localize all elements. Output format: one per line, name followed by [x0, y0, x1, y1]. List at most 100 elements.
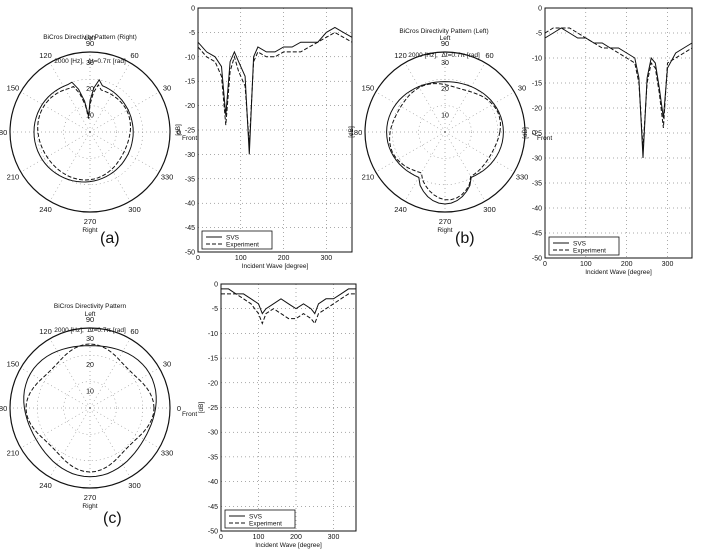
polar-spoke	[89, 91, 160, 133]
x-axis-label: Incident Wave [degree]	[255, 542, 322, 549]
panel-label-b: (b)	[455, 230, 475, 247]
y-tick-label: 0	[191, 6, 195, 13]
polar-radial-label: 30	[86, 60, 94, 67]
y-tick-label: -40	[532, 206, 542, 213]
y-tick-label: -15	[185, 79, 195, 86]
polar-spoke	[89, 407, 160, 449]
polar-angle-label: 300	[483, 205, 496, 214]
polar-series-svs	[23, 345, 157, 478]
series-line-svs	[221, 288, 356, 315]
x-tick-label: 0	[543, 261, 547, 268]
y-tick-label: -35	[532, 181, 542, 188]
x-axis-label: Incident Wave [degree]	[585, 269, 652, 276]
polar-radial-label: 20	[86, 362, 94, 369]
y-tick-label: 0	[214, 282, 218, 289]
polar-spoke	[375, 131, 446, 173]
series-line-svs	[544, 27, 693, 159]
polar-angle-label: 90	[441, 39, 449, 48]
polar-angle-label: 90	[86, 39, 94, 48]
polar-title-line1: BiCros Directivity Pattern	[53, 303, 127, 310]
x-tick-label: 100	[580, 261, 592, 268]
x-tick-label: 300	[328, 534, 340, 541]
x-tick-label: 100	[253, 534, 265, 541]
polar-angle-label: 0	[177, 128, 181, 137]
polar-radial-label: 10	[86, 389, 94, 396]
polar-angle-label: 150	[362, 84, 375, 93]
polar-title-line1: BiCros Directivity Pattern (Left)	[399, 28, 489, 35]
y-tick-label: -20	[532, 106, 542, 113]
y-tick-label: -45	[208, 504, 218, 511]
polar-unit-label: [dB]	[348, 126, 355, 138]
polar-spoke	[89, 131, 131, 202]
x-tick-label: 300	[662, 261, 674, 268]
polar-title-line2: 2000 [Hz], Δt=0.7π [rad]	[54, 58, 126, 65]
y-tick-label: -5	[212, 306, 218, 313]
polar-radial-label: 20	[86, 86, 94, 93]
polar-radial-label: 30	[86, 336, 94, 343]
polar-title-line2: 2000 [Hz], Δt=0.7π [rad]	[408, 52, 480, 59]
y-tick-label: -15	[208, 356, 218, 363]
y-tick-label: -25	[185, 128, 195, 135]
polar-grid-circle	[63, 381, 117, 435]
polar-label-right: Right	[82, 503, 97, 510]
polar-spoke	[444, 62, 486, 133]
polar-angle-label: 210	[362, 173, 375, 182]
polar-spoke	[375, 91, 446, 133]
polar-label-right: Right	[82, 227, 97, 234]
polar-angle-label: 240	[39, 205, 52, 214]
polar-angle-label: 30	[518, 84, 526, 93]
polar-outer-circle	[364, 51, 526, 213]
polar-angle-label: 210	[7, 173, 20, 182]
polar-angle-label: 330	[161, 449, 174, 458]
polar-spoke	[89, 338, 131, 409]
polar-outer-circle	[9, 327, 171, 489]
polar-angle-label: 270	[84, 217, 97, 226]
polar-spoke	[89, 131, 160, 173]
legend-entry: SVS	[573, 241, 587, 248]
x-tick-label: 200	[621, 261, 633, 268]
y-tick-label: -30	[185, 152, 195, 159]
polar-series-svs	[33, 78, 134, 183]
polar-spoke	[49, 131, 91, 202]
polar-angle-label: 300	[128, 205, 141, 214]
y-tick-label: -40	[208, 479, 218, 486]
x-tick-label: 200	[278, 255, 290, 262]
polar-angle-label: 240	[39, 481, 52, 490]
polar-title-line1: BiCros Directivity Pattern (Right)	[43, 34, 137, 41]
polar-angle-label: 180	[0, 404, 7, 413]
x-tick-label: 300	[320, 255, 332, 262]
y-tick-label: -35	[208, 454, 218, 461]
y-tick-label: -20	[208, 380, 218, 387]
y-axis-label: [dB]	[198, 402, 205, 414]
y-tick-label: -15	[532, 81, 542, 88]
polar-title-a: BiCros Directivity Pattern (Right) 2000 …	[20, 18, 160, 82]
polar-angle-label: 30	[163, 360, 171, 369]
legend-entry: Experiment	[573, 248, 606, 255]
polar-radial-label: 10	[86, 113, 94, 120]
y-axis-label: [dB]	[522, 127, 529, 139]
polar-spoke	[444, 131, 486, 202]
series-line-experiment	[221, 293, 356, 325]
y-tick-label: -10	[185, 54, 195, 61]
polar-spoke	[404, 62, 446, 133]
series-line-experiment	[544, 27, 693, 149]
polar-spoke	[404, 131, 446, 202]
polar-spoke	[20, 91, 91, 133]
y-tick-label: -50	[208, 529, 218, 536]
polar-angle-label: 60	[485, 51, 493, 60]
polar-title-c: BiCros Directivity Pattern 2000 [Hz], Δt…	[25, 287, 155, 351]
polar-spoke	[89, 407, 131, 478]
y-tick-label: -50	[185, 250, 195, 257]
legend-entry: SVS	[249, 514, 263, 521]
y-tick-label: 0	[538, 6, 542, 13]
polar-angle-label: 60	[130, 51, 138, 60]
polar-angle-label: 0	[532, 128, 536, 137]
plot-frame	[220, 283, 357, 532]
polar-series-experiment	[25, 343, 155, 473]
y-tick-label: -30	[532, 156, 542, 163]
polar-spoke	[89, 367, 160, 409]
y-tick-label: -50	[532, 256, 542, 263]
